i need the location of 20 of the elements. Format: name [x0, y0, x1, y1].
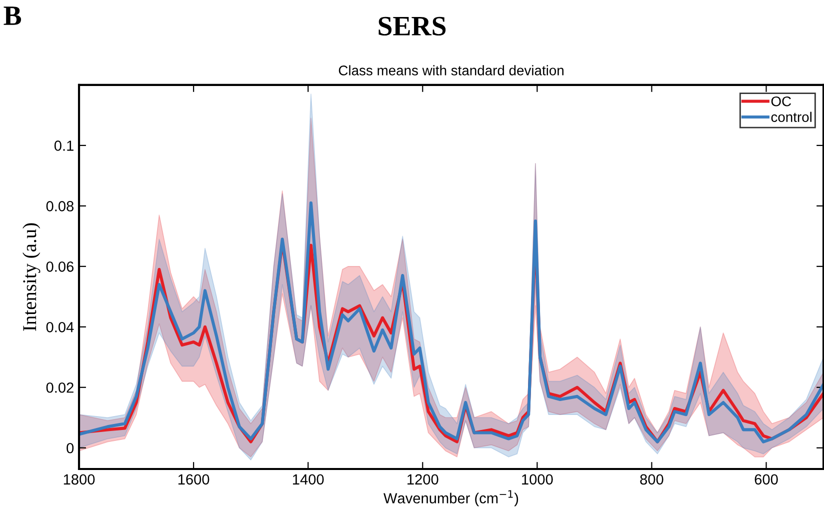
x-tick-label: 1200: [408, 474, 438, 485]
x-tick-label: 1400: [292, 474, 324, 485]
chart-subtitle: Class means with standard deviation: [338, 65, 564, 76]
y-tick-label: 0.04: [46, 322, 74, 332]
y-tick-label: 0.08: [46, 201, 74, 212]
y-tick-label: 0: [66, 442, 74, 454]
x-tick-label: 800: [640, 474, 664, 485]
legend-label: control: [771, 112, 812, 122]
x-tick-label: 600: [754, 474, 778, 485]
x-tick-label: 1000: [522, 474, 553, 485]
x-tick-label: 1800: [64, 474, 95, 485]
text: B: [4, 6, 22, 25]
x-axis-title: Wavenumber (cm$^{−1}$): [384, 490, 518, 506]
chart-title: SERS: [378, 16, 446, 36]
y-tick-label: 0.02: [46, 382, 74, 393]
y-tick-label: 0.06: [46, 262, 74, 272]
legend-label: OC: [771, 96, 792, 106]
x-tick-label: 1600: [178, 474, 210, 485]
y-axis-title: Intensity (a.u): [22, 223, 40, 331]
y-tick-label: 0.1: [54, 140, 74, 151]
